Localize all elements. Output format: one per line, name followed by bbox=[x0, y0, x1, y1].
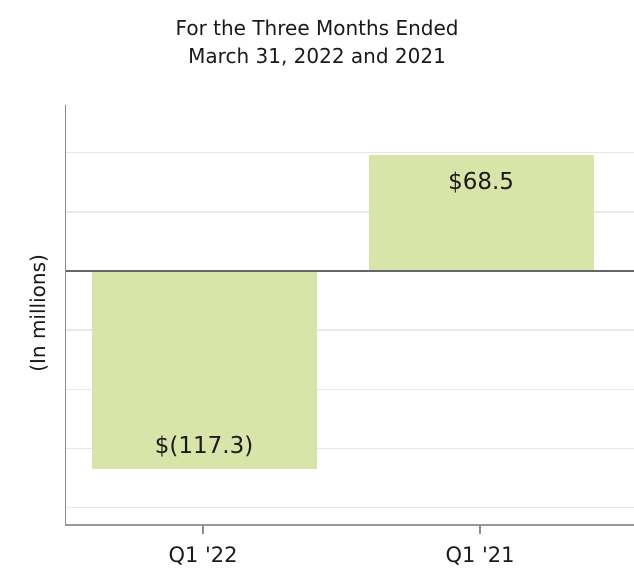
bar-q1-22: $(117.3) bbox=[91, 271, 317, 470]
chart-title-line1: For the Three Months Ended bbox=[175, 16, 459, 40]
bar-value-label: $68.5 bbox=[448, 169, 514, 196]
gridline bbox=[66, 151, 634, 154]
bar-q1-21: $68.5 bbox=[368, 155, 594, 271]
gridline bbox=[66, 211, 634, 213]
gridline bbox=[66, 388, 634, 391]
gridline bbox=[66, 329, 634, 331]
x-tick-label: Q1 '22 bbox=[168, 543, 238, 567]
gridline bbox=[66, 447, 634, 450]
x-tick-label: Q1 '21 bbox=[445, 543, 515, 567]
chart-title-line2: March 31, 2022 and 2021 bbox=[188, 44, 446, 68]
plot-area: $(117.3) $68.5 bbox=[65, 105, 634, 526]
y-axis-label: (In millions) bbox=[26, 254, 50, 372]
gridline bbox=[66, 506, 634, 509]
x-tick bbox=[479, 525, 481, 534]
zero-line bbox=[66, 270, 634, 272]
x-tick bbox=[202, 525, 204, 534]
bar-value-label: $(117.3) bbox=[154, 433, 254, 460]
chart-title: For the Three Months Ended March 31, 202… bbox=[0, 14, 634, 70]
